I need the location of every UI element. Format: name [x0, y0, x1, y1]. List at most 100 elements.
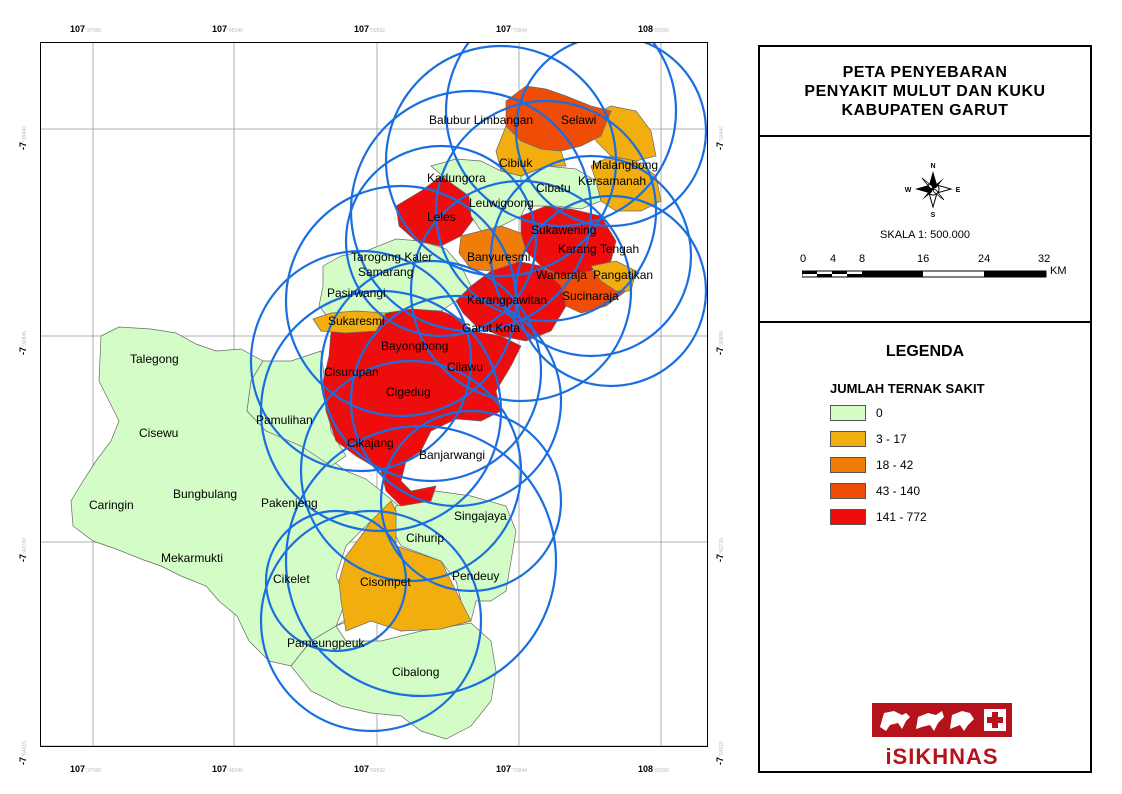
- map-info-panel: PETA PENYEBARAN PENYAKIT MULUT DAN KUKU …: [758, 45, 1092, 773]
- left-tick-label: -7°30845: [18, 331, 28, 355]
- district-label: Cisompet: [360, 575, 411, 589]
- district-label: Pendeuy: [452, 569, 500, 583]
- district-label: Sucinaraja: [562, 289, 619, 303]
- legend-item: 0: [830, 405, 883, 421]
- compass-e: E: [956, 187, 961, 194]
- district-label: Kadungora: [427, 171, 486, 185]
- legend-item: 43 - 140: [830, 483, 920, 499]
- legend-label: 0: [876, 406, 883, 420]
- outbreak-buffers: [249, 43, 707, 733]
- scale-box: N S E W SKALA 1: 500.000 0 4 8 16 24 32 …: [760, 137, 1090, 323]
- legend-swatch: [830, 431, 866, 447]
- bottom-tick-label: 107°48340: [212, 764, 243, 774]
- district-label: Wanaraja: [536, 268, 587, 282]
- scale-text: SKALA 1: 500.000: [880, 229, 970, 241]
- legend-box: LEGENDA JUMLAH TERNAK SAKIT 0 3 - 17 18 …: [760, 323, 1090, 773]
- district-label: Garut Kota: [462, 321, 521, 335]
- region-cibiuk[interactable]: [495, 125, 567, 177]
- district-label: Bungbulang: [173, 487, 238, 501]
- compass-n: N: [930, 163, 935, 170]
- right-tick-label: -7°30845: [715, 331, 725, 355]
- legend-label: 43 - 140: [876, 484, 921, 498]
- scale-number: 32: [1038, 253, 1051, 265]
- region-sukaresmi[interactable]: [312, 310, 387, 334]
- district-label: Pamulihan: [256, 413, 313, 427]
- scale-bar: [802, 270, 1047, 278]
- legend-label: 18 - 42: [876, 458, 914, 472]
- district-label: Cisewu: [139, 426, 179, 440]
- top-tick-label: 108°82096: [638, 24, 669, 34]
- scale-number: 0: [800, 253, 807, 265]
- logo-text: iSIKHNAS: [885, 744, 999, 769]
- legend-item: 141 - 772: [830, 509, 927, 525]
- district-label: Cibalong: [392, 665, 440, 679]
- district-label: Banyuresmi: [467, 250, 531, 264]
- district-label: Pameungpeuk: [287, 636, 365, 650]
- right-tick-label: -7°42730: [715, 538, 725, 562]
- right-tick-label: -7°19440: [715, 126, 725, 150]
- bottom-tick-label: 107°70844: [496, 764, 527, 774]
- legend-title: LEGENDA: [885, 343, 965, 360]
- district-label: Tarogong Kaler: [351, 250, 433, 264]
- map-title-line: PETA PENYEBARAN: [842, 63, 1008, 81]
- district-label: Pasirwangi: [327, 286, 386, 300]
- scale-number: 16: [917, 253, 930, 265]
- district-label: Cikelet: [273, 572, 310, 586]
- district-label: Leuwigoong: [469, 196, 534, 210]
- map-frame[interactable]: Balubur Limbangan Selawi Cibiuk Malangbo…: [40, 42, 708, 747]
- district-label: Singajaya: [454, 509, 507, 523]
- legend-swatch: [830, 405, 866, 421]
- bottom-tick-label: 107°37088: [70, 764, 101, 774]
- legend-swatch: [830, 483, 866, 499]
- left-tick-label: -7°54615: [18, 741, 28, 765]
- compass-s: S: [931, 212, 936, 219]
- top-tick-label: 107°70844: [496, 24, 527, 34]
- left-tick-label: -7°42730: [18, 538, 28, 562]
- district-label: Bayongbong: [381, 339, 449, 353]
- scale-unit: KM: [1050, 265, 1067, 277]
- scale-number: 4: [830, 253, 837, 265]
- district-label: Samarang: [358, 265, 414, 279]
- isikhnas-logo: iSIKHNAS: [872, 703, 1012, 770]
- region-cibalong[interactable]: [290, 622, 497, 740]
- district-label: Cibiuk: [499, 156, 533, 170]
- district-label: Sukaresmi: [328, 314, 385, 328]
- district-label: Kersamanah: [578, 174, 647, 188]
- right-tick-label: -7°54615: [715, 741, 725, 765]
- district-label: Cihurip: [406, 531, 445, 545]
- legend-swatch: [830, 509, 866, 525]
- compass-w: W: [905, 187, 912, 194]
- district-label: Cigedug: [386, 385, 431, 399]
- legend-item: 3 - 17: [830, 431, 907, 447]
- district-label: Balubur Limbangan: [429, 113, 534, 127]
- district-label: Cisurupan: [324, 365, 379, 379]
- district-label: Karangpawitan: [467, 293, 548, 307]
- compass-rose-icon: N S E W: [905, 163, 961, 219]
- district-label: Malangbong: [592, 158, 659, 172]
- district-label: Mekarmukti: [161, 551, 224, 565]
- livestock-silhouettes-icon: [872, 703, 1012, 737]
- district-label: Cibatu: [536, 181, 571, 195]
- district-label: Talegong: [130, 352, 179, 366]
- bottom-tick-label: 107°59592: [354, 764, 385, 774]
- scale-number: 8: [859, 253, 866, 265]
- top-tick-label: 107°37088: [70, 24, 101, 34]
- legend-item: 18 - 42: [830, 457, 913, 473]
- map-title-line: KABUPATEN GARUT: [841, 101, 1009, 119]
- district-label: Pakenjeng: [261, 496, 318, 510]
- district-label: Leles: [427, 210, 456, 224]
- district-label: Sukawening: [531, 223, 597, 237]
- scale-number: 24: [978, 253, 991, 265]
- top-tick-label: 107°59592: [354, 24, 385, 34]
- district-label: Banjarwangi: [419, 448, 486, 462]
- map-title-line: PENYAKIT MULUT DAN KUKU: [804, 82, 1046, 100]
- district-label: Caringin: [89, 498, 134, 512]
- legend-subtitle: JUMLAH TERNAK SAKIT: [830, 381, 985, 396]
- district-label: Cilawu: [447, 360, 484, 374]
- map-canvas: [41, 43, 707, 746]
- legend-swatch: [830, 457, 866, 473]
- top-tick-label: 107°48340: [212, 24, 243, 34]
- legend-label: 3 - 17: [876, 432, 907, 446]
- left-tick-label: -7°19440: [18, 126, 28, 150]
- district-label: Karang Tengah: [558, 242, 640, 256]
